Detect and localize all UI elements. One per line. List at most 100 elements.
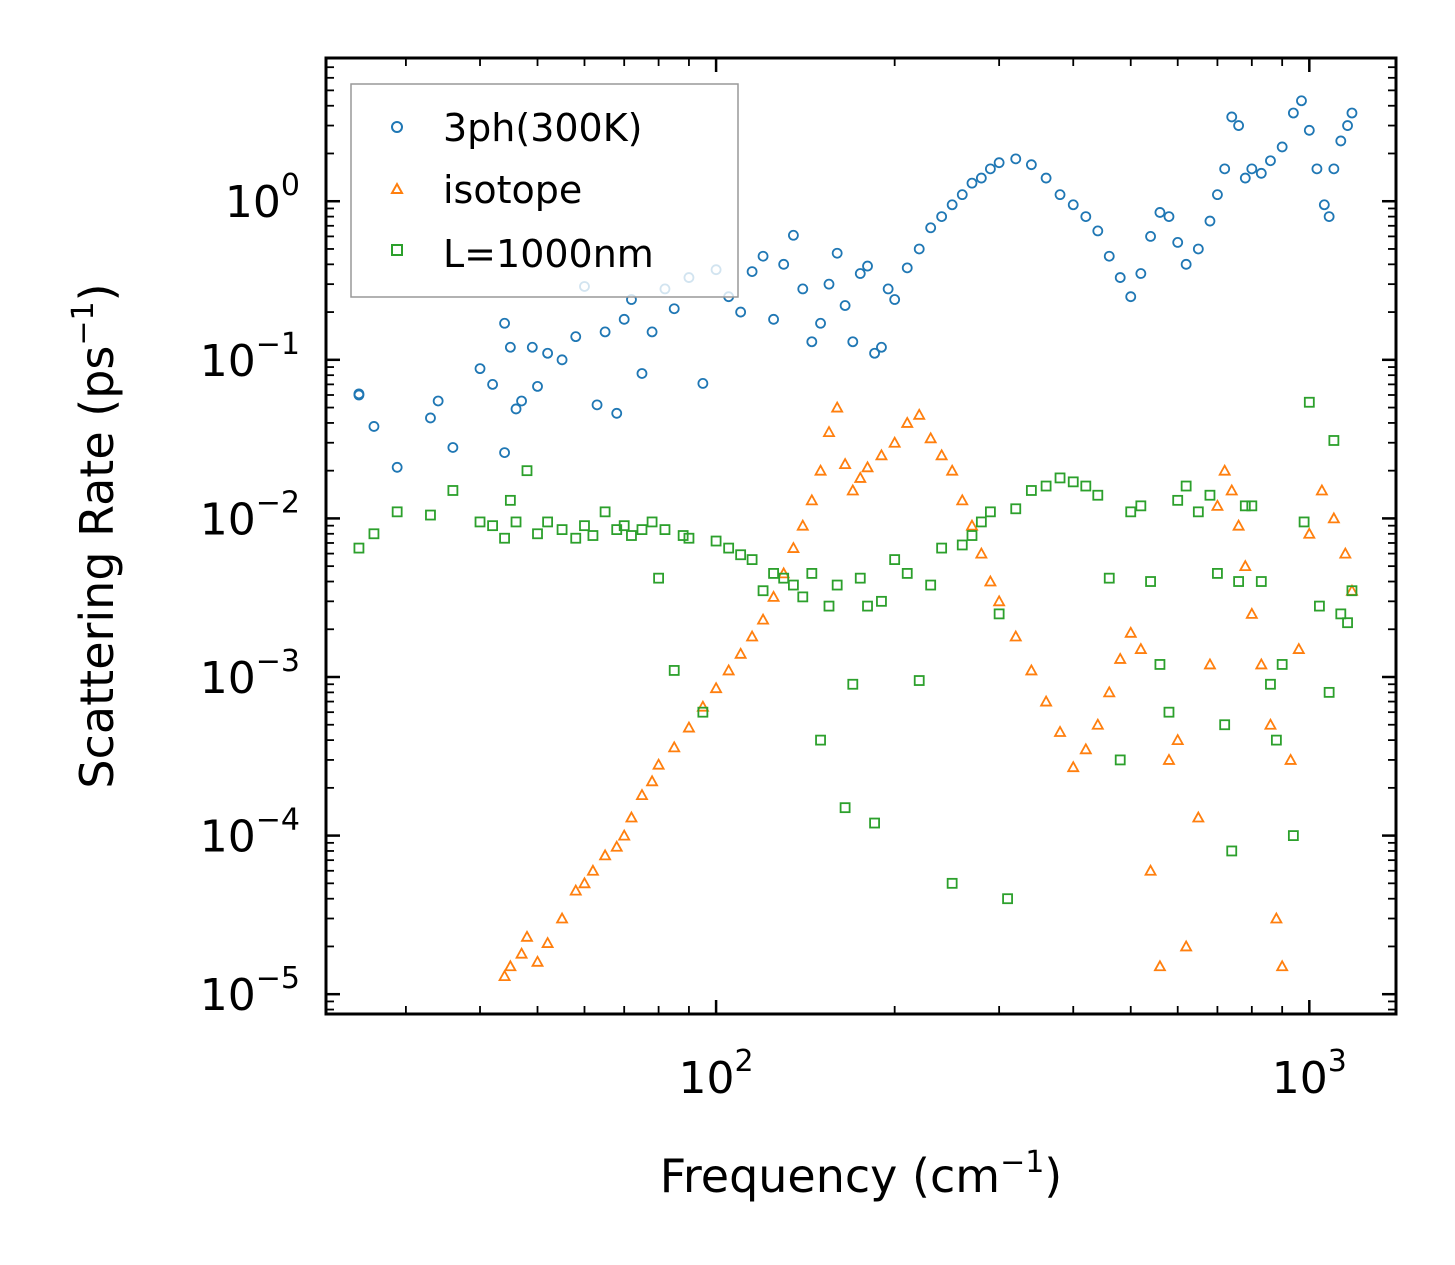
x-tick-label: 102	[679, 1044, 754, 1104]
data-point-triangle	[498, 969, 512, 982]
data-point-circle	[797, 283, 809, 295]
data-point-square	[532, 528, 543, 540]
legend-label-3ph: 3ph(300K)	[443, 106, 642, 150]
data-point-triangle	[945, 463, 959, 476]
data-point-triangle	[722, 663, 736, 676]
data-point-square	[425, 509, 436, 521]
data-point-circle	[806, 336, 818, 348]
data-point-triangle	[822, 425, 836, 438]
data-point-square	[521, 465, 533, 477]
data-point-square	[1314, 600, 1325, 612]
data-point-circle	[1303, 124, 1315, 136]
tick-labels: 102 103 100 10−1 10−2 10−3 10−4 10−5	[200, 168, 1347, 1104]
data-point-circle	[618, 313, 630, 325]
data-point-square	[1212, 568, 1223, 579]
data-point-circle	[432, 395, 444, 407]
data-point-square	[1323, 686, 1335, 698]
data-point-triangle	[838, 457, 852, 470]
data-point-triangle	[1269, 911, 1283, 924]
data-point-square	[1298, 516, 1310, 528]
data-point-triangle	[1144, 863, 1158, 876]
data-point-circle	[646, 326, 658, 338]
data-point-circle	[526, 341, 538, 353]
data-point-triangle	[709, 681, 723, 694]
data-point-square	[1346, 585, 1358, 597]
data-point-triangle	[1338, 546, 1352, 559]
data-point-square	[723, 542, 735, 554]
data-point-triangle	[696, 699, 710, 712]
data-point-circle	[532, 380, 543, 392]
data-point-square	[368, 528, 380, 540]
data-point-triangle	[1053, 725, 1067, 737]
data-point-triangle	[610, 839, 624, 852]
data-point-triangle	[756, 612, 770, 625]
data-point-circle	[946, 199, 958, 211]
data-point-square	[659, 524, 671, 536]
data-point-circle	[847, 336, 859, 348]
data-series	[353, 95, 1359, 982]
data-point-square	[925, 579, 937, 591]
data-point-square	[901, 568, 913, 579]
data-point-square	[1172, 494, 1184, 506]
data-point-circle	[499, 317, 510, 329]
data-point-circle	[1154, 207, 1166, 218]
data-point-circle	[1114, 272, 1126, 283]
data-point-square	[847, 678, 859, 690]
data-point-circle	[975, 172, 987, 184]
data-point-triangle	[860, 460, 875, 473]
data-point-triangle	[1218, 463, 1232, 476]
data-point-triangle	[888, 435, 902, 448]
data-point-square	[1040, 480, 1052, 492]
data-point-square	[1239, 500, 1251, 512]
data-point-circle	[487, 378, 498, 390]
legend-label-isotope: isotope	[443, 168, 582, 212]
data-point-square	[510, 516, 522, 528]
data-point-circle	[862, 260, 873, 272]
data-point-triangle	[1124, 625, 1138, 638]
data-point-square	[993, 608, 1005, 620]
data-point-square	[1180, 480, 1192, 492]
data-point-square	[1103, 572, 1115, 584]
data-point-triangle	[1039, 694, 1053, 707]
data-point-triangle	[569, 883, 583, 896]
data-point-square	[499, 532, 510, 544]
data-point-triangle	[503, 959, 517, 972]
data-point-circle	[876, 341, 887, 353]
data-point-circle	[1239, 172, 1251, 184]
data-point-triangle	[1091, 717, 1105, 730]
data-point-triangle	[624, 810, 638, 823]
data-point-triangle	[734, 646, 748, 659]
data-point-circle	[913, 243, 925, 255]
data-point-circle	[869, 347, 880, 359]
data-point-triangle	[1179, 939, 1193, 952]
data-point-circle	[542, 347, 554, 359]
data-point-circle	[1135, 268, 1147, 279]
y-tick-label: 10−3	[200, 644, 300, 704]
data-point-square	[668, 665, 680, 676]
data-point-square	[1335, 608, 1347, 620]
data-point-square	[956, 539, 968, 551]
data-point-triangle	[598, 848, 612, 861]
data-point-square	[768, 568, 779, 579]
data-point-triangle	[955, 493, 969, 506]
data-point-triangle	[586, 863, 600, 876]
data-point-circle	[1025, 159, 1037, 171]
data-point-circle	[1287, 107, 1299, 119]
data-point-triangle	[767, 590, 781, 602]
data-point-square	[1163, 706, 1175, 718]
data-point-triangle	[983, 574, 997, 587]
data-point-circle	[839, 300, 851, 311]
data-point-circle	[391, 461, 403, 473]
data-point-square	[966, 530, 978, 541]
data-point-circle	[956, 189, 968, 201]
data-point-square	[391, 506, 403, 518]
data-point-triangle	[745, 629, 759, 642]
data-point-square	[984, 506, 996, 518]
data-point-triangle	[912, 407, 926, 420]
legend: 3ph(300K) isotope L=1000nm	[350, 83, 739, 298]
data-point-triangle	[515, 946, 529, 959]
data-point-triangle	[652, 757, 666, 770]
data-point-triangle	[1203, 657, 1217, 670]
data-point-square	[815, 734, 826, 746]
data-point-square	[854, 572, 866, 584]
